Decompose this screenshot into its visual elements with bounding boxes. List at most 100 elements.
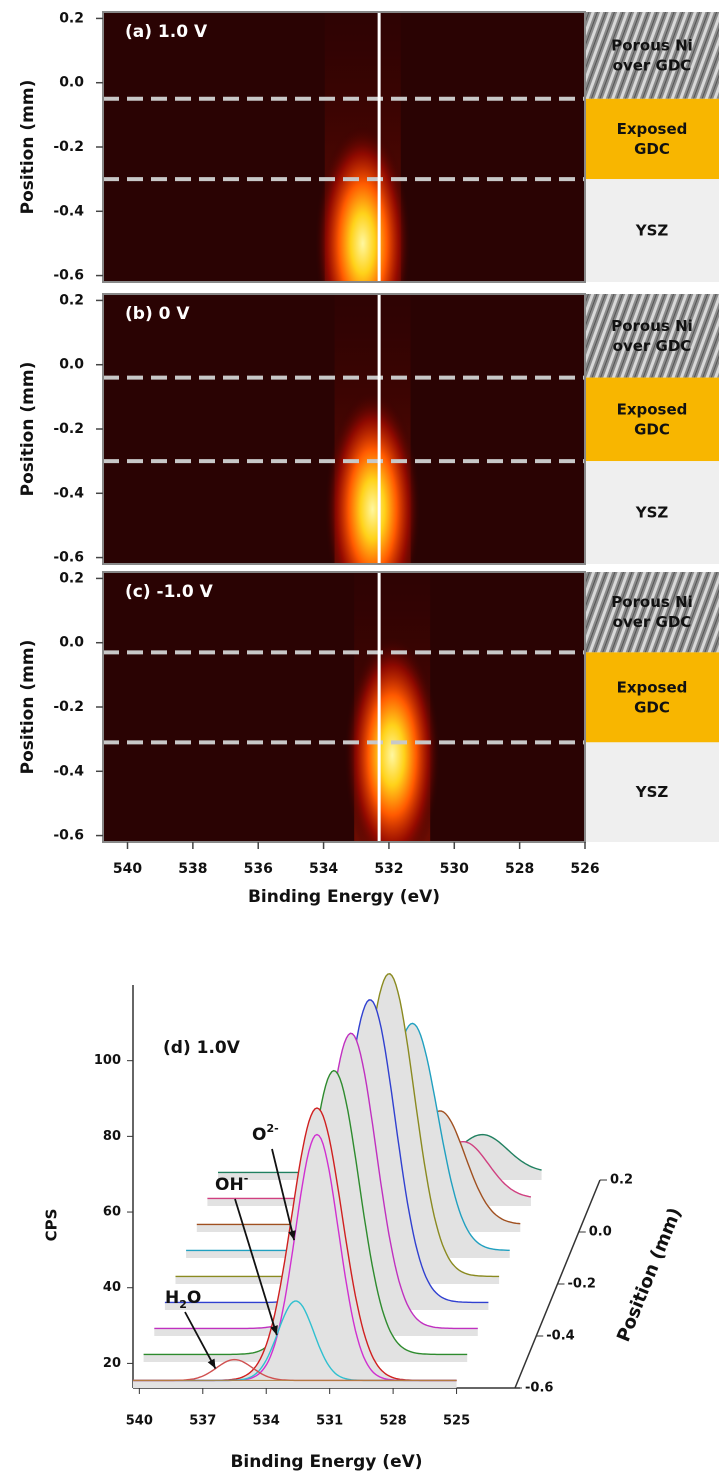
annotation-part: 2- bbox=[266, 1122, 278, 1135]
x-tick-label: 534 bbox=[253, 1414, 280, 1429]
y-tick-label: -0.6 bbox=[53, 268, 84, 284]
region-block bbox=[585, 12, 719, 99]
region-label-line: Porous Ni bbox=[611, 593, 693, 611]
region-label: YSZ bbox=[635, 503, 669, 521]
region-label-line: Exposed bbox=[617, 119, 688, 137]
y-tick-label: 60 bbox=[103, 1205, 121, 1220]
region-block bbox=[585, 294, 719, 378]
region-label-line: GDC bbox=[634, 139, 670, 157]
annotation-part: OH bbox=[215, 1175, 244, 1195]
peak-annotation: H2O bbox=[165, 1288, 201, 1311]
region-label: Exposed GDC bbox=[617, 400, 688, 438]
intensity-hotspot bbox=[314, 123, 411, 282]
intensity-hotspot bbox=[344, 635, 441, 842]
spectrum-fill bbox=[164, 999, 489, 1310]
region-label: Porous Ni over GDC bbox=[611, 316, 693, 354]
x-tick-label: 540 bbox=[126, 1414, 153, 1429]
y-tick-label: 0.2 bbox=[59, 10, 84, 26]
y-tick-label: -0.4 bbox=[53, 763, 84, 779]
annotation-part: H bbox=[165, 1288, 179, 1308]
panel-label: (c) -1.0 V bbox=[125, 582, 214, 602]
x-axis-title: Binding Energy (eV) bbox=[230, 1452, 422, 1472]
x-tick-label: 528 bbox=[505, 861, 534, 877]
y-axis-title: Position (mm) bbox=[18, 640, 38, 775]
region-label-line: over GDC bbox=[613, 56, 692, 74]
y-tick-label: 0.0 bbox=[59, 75, 84, 91]
y-tick-label: 0.0 bbox=[59, 357, 84, 373]
x-tick-label: 531 bbox=[316, 1414, 343, 1429]
y-tick-label: 0.2 bbox=[59, 570, 84, 586]
x-tick-label: 525 bbox=[443, 1414, 470, 1429]
panel-label: (d) 1.0V bbox=[163, 1038, 241, 1058]
region-label-line: GDC bbox=[634, 698, 670, 716]
arrow-head bbox=[207, 1358, 216, 1369]
y-tick-label: -0.2 bbox=[53, 421, 84, 437]
region-label-line: Porous Ni bbox=[611, 36, 693, 54]
y-tick-label: -0.6 bbox=[53, 550, 84, 566]
annotation-part: O bbox=[187, 1288, 201, 1308]
y-tick-label: -0.2 bbox=[53, 699, 84, 715]
region-block bbox=[585, 461, 719, 564]
y-axis-title: Position (mm) bbox=[18, 80, 38, 215]
region-label-line: YSZ bbox=[635, 503, 669, 521]
y-tick-label: -0.6 bbox=[53, 828, 84, 844]
intensity-hotspot bbox=[324, 389, 421, 564]
region-label-line: GDC bbox=[634, 420, 670, 438]
annotation-arrow bbox=[184, 1311, 217, 1369]
y-tick-label: 0.2 bbox=[59, 292, 84, 308]
x-tick-label: 538 bbox=[178, 861, 207, 877]
region-block bbox=[585, 98, 719, 180]
heatmap bbox=[103, 12, 585, 282]
annotation-part: - bbox=[244, 1172, 249, 1185]
y-tick-label: -0.4 bbox=[53, 203, 84, 219]
y-tick-label: 40 bbox=[103, 1280, 121, 1295]
region-label-line: YSZ bbox=[635, 221, 669, 239]
y-tick-label: 0.0 bbox=[59, 635, 84, 651]
z-tick-label: -0.6 bbox=[525, 1381, 553, 1396]
peak-annotation: O2- bbox=[252, 1122, 279, 1146]
region-label: Exposed GDC bbox=[617, 678, 688, 716]
annotation-arrow bbox=[234, 1198, 278, 1336]
z-tick-label: 0.0 bbox=[589, 1225, 612, 1240]
region-label: Porous Ni over GDC bbox=[611, 36, 693, 74]
spectrum-fill bbox=[133, 1108, 457, 1388]
region-label-line: over GDC bbox=[613, 336, 692, 354]
x-tick-label: 536 bbox=[244, 861, 273, 877]
region-label: Exposed GDC bbox=[617, 119, 688, 157]
region-label: YSZ bbox=[635, 783, 669, 801]
panel-label: (a) 1.0 V bbox=[125, 22, 208, 42]
region-block bbox=[585, 377, 719, 462]
region-label-line: Porous Ni bbox=[611, 316, 693, 334]
region-label: Porous Ni over GDC bbox=[611, 593, 693, 631]
arrow-head bbox=[270, 1325, 278, 1336]
region-label-line: YSZ bbox=[635, 783, 669, 801]
heatmap bbox=[103, 294, 585, 564]
z-tick-label: -0.2 bbox=[568, 1277, 596, 1292]
annotation-part: 2 bbox=[179, 1298, 187, 1311]
region-block bbox=[585, 179, 719, 282]
x-tick-label: 530 bbox=[440, 861, 469, 877]
x-axis-title: Binding Energy (eV) bbox=[248, 887, 440, 907]
y-tick-label: -0.2 bbox=[53, 139, 84, 155]
x-tick-label: 532 bbox=[374, 861, 403, 877]
spectrum-fill bbox=[175, 973, 500, 1284]
y-tick-label: 80 bbox=[103, 1129, 121, 1144]
annotation-arrow bbox=[271, 1148, 296, 1241]
region-label-line: Exposed bbox=[617, 400, 688, 418]
region-label: YSZ bbox=[635, 221, 669, 239]
region-label-line: over GDC bbox=[613, 613, 692, 631]
y-tick-label: 100 bbox=[94, 1053, 121, 1068]
y-tick-label: 20 bbox=[103, 1356, 121, 1371]
peak-annotation: OH- bbox=[215, 1172, 248, 1196]
x-tick-label: 540 bbox=[113, 861, 142, 877]
y-axis-title: CPS bbox=[43, 1209, 61, 1242]
z-tick-label: 0.2 bbox=[610, 1173, 633, 1188]
x-tick-label: 537 bbox=[189, 1414, 216, 1429]
z-axis-title: Position (mm) bbox=[613, 1205, 686, 1345]
x-tick-label: 526 bbox=[570, 861, 599, 877]
region-label-line: Exposed bbox=[617, 678, 688, 696]
annotation-part: O bbox=[252, 1125, 266, 1145]
z-tick-label: -0.4 bbox=[546, 1329, 574, 1344]
y-tick-label: -0.4 bbox=[53, 485, 84, 501]
